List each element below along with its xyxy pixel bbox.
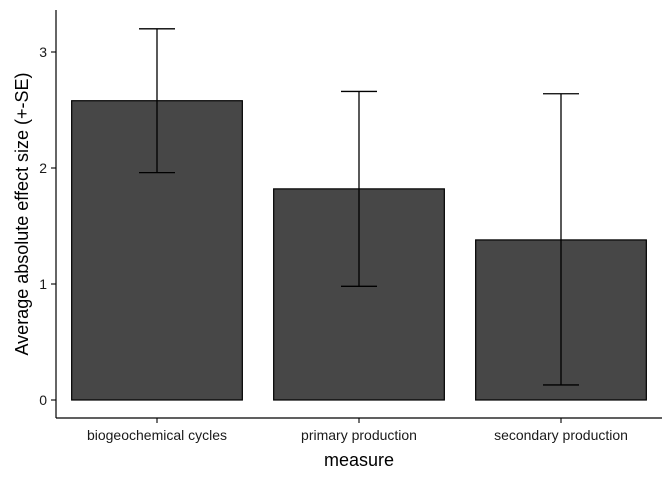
x-ticks-layer: biogeochemical cycles primary production s… [87,418,628,443]
x-tick-label-2: secondary production [494,427,628,443]
y-ticks-layer: 0 1 2 3 [39,44,56,408]
y-tick-label-1: 1 [39,276,47,292]
y-tick-label-2: 2 [39,160,47,176]
x-axis-title: measure [324,450,394,470]
error-bars-layer [139,28,579,386]
x-tick-label-1: primary production [301,427,417,443]
y-tick-label-0: 0 [39,392,47,408]
x-tick-label-0: biogeochemical cycles [87,427,227,443]
y-tick-label-3: 3 [39,44,47,60]
y-axis-title: Average absolute effect size (+-SE) [12,73,32,356]
